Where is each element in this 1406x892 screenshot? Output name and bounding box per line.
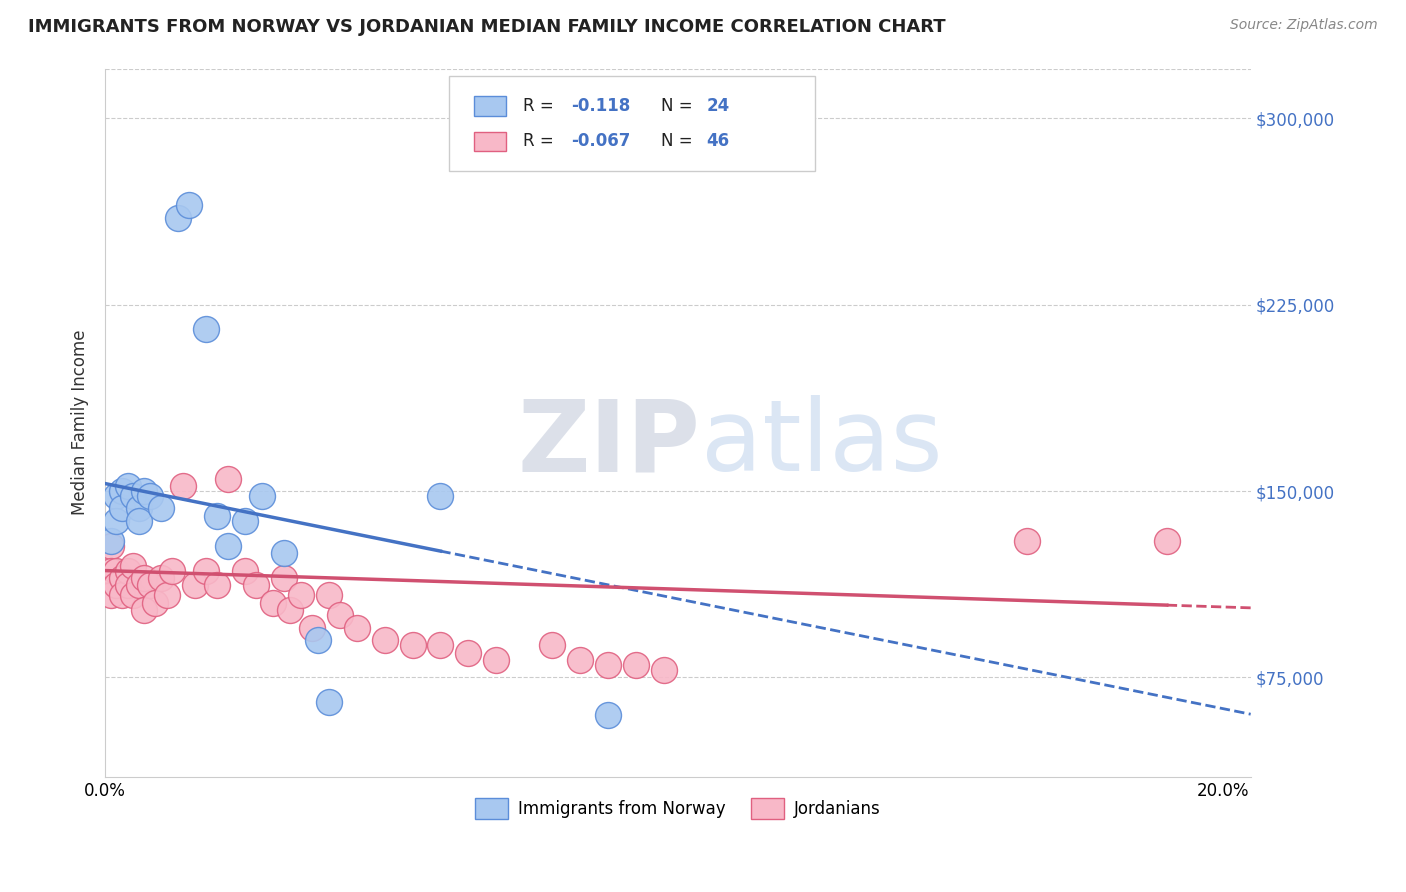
Point	[217, 472, 239, 486]
Point	[128, 578, 150, 592]
Point	[290, 589, 312, 603]
Point	[122, 489, 145, 503]
Point	[652, 663, 675, 677]
Point	[156, 589, 179, 603]
Point	[117, 479, 139, 493]
Text: IMMIGRANTS FROM NORWAY VS JORDANIAN MEDIAN FAMILY INCOME CORRELATION CHART: IMMIGRANTS FROM NORWAY VS JORDANIAN MEDI…	[28, 18, 946, 36]
Y-axis label: Median Family Income: Median Family Income	[72, 330, 89, 516]
Point	[429, 638, 451, 652]
Point	[541, 638, 564, 652]
Text: atlas: atlas	[700, 395, 942, 492]
Point	[346, 621, 368, 635]
Point	[624, 658, 647, 673]
Point	[139, 578, 162, 592]
Point	[457, 646, 479, 660]
Point	[262, 596, 284, 610]
Point	[278, 603, 301, 617]
Point	[233, 564, 256, 578]
Point	[429, 489, 451, 503]
Point	[401, 638, 423, 652]
Point	[596, 658, 619, 673]
Point	[100, 533, 122, 548]
Point	[194, 564, 217, 578]
Point	[122, 589, 145, 603]
Point	[111, 501, 134, 516]
FancyBboxPatch shape	[474, 131, 506, 152]
Point	[105, 578, 128, 592]
Point	[301, 621, 323, 635]
Point	[205, 508, 228, 523]
Point	[134, 603, 156, 617]
Text: Source: ZipAtlas.com: Source: ZipAtlas.com	[1230, 18, 1378, 32]
Text: N =: N =	[661, 97, 697, 115]
Point	[117, 564, 139, 578]
Point	[100, 589, 122, 603]
Point	[250, 489, 273, 503]
Point	[329, 608, 352, 623]
Point	[233, 514, 256, 528]
Point	[318, 695, 340, 709]
Text: R =: R =	[523, 133, 560, 151]
Text: 24: 24	[707, 97, 730, 115]
Point	[128, 501, 150, 516]
Point	[183, 578, 205, 592]
Point	[177, 198, 200, 212]
Text: ZIP: ZIP	[517, 395, 700, 492]
Point	[307, 633, 329, 648]
Point	[150, 501, 173, 516]
Point	[205, 578, 228, 592]
Point	[217, 539, 239, 553]
Point	[105, 489, 128, 503]
Point	[100, 539, 122, 553]
Point	[485, 653, 508, 667]
Point	[150, 571, 173, 585]
Text: -0.067: -0.067	[571, 133, 631, 151]
Text: -0.118: -0.118	[571, 97, 631, 115]
Point	[569, 653, 592, 667]
FancyBboxPatch shape	[449, 76, 815, 171]
Point	[1156, 533, 1178, 548]
FancyBboxPatch shape	[474, 96, 506, 116]
Point	[374, 633, 396, 648]
Point	[245, 578, 267, 592]
Point	[273, 546, 295, 560]
Point	[100, 564, 122, 578]
Point	[273, 571, 295, 585]
Point	[111, 571, 134, 585]
Point	[128, 514, 150, 528]
Point	[318, 589, 340, 603]
Text: R =: R =	[523, 97, 560, 115]
Point	[166, 211, 188, 225]
Legend: Immigrants from Norway, Jordanians: Immigrants from Norway, Jordanians	[468, 791, 887, 825]
Text: 46: 46	[707, 133, 730, 151]
Point	[162, 564, 184, 578]
Point	[1017, 533, 1039, 548]
Point	[117, 578, 139, 592]
Text: N =: N =	[661, 133, 697, 151]
Point	[139, 489, 162, 503]
Point	[145, 596, 167, 610]
Point	[122, 558, 145, 573]
Point	[194, 322, 217, 336]
Point	[134, 571, 156, 585]
Point	[105, 564, 128, 578]
Point	[172, 479, 194, 493]
Point	[596, 707, 619, 722]
Point	[111, 589, 134, 603]
Point	[134, 483, 156, 498]
Point	[105, 514, 128, 528]
Point	[111, 483, 134, 498]
